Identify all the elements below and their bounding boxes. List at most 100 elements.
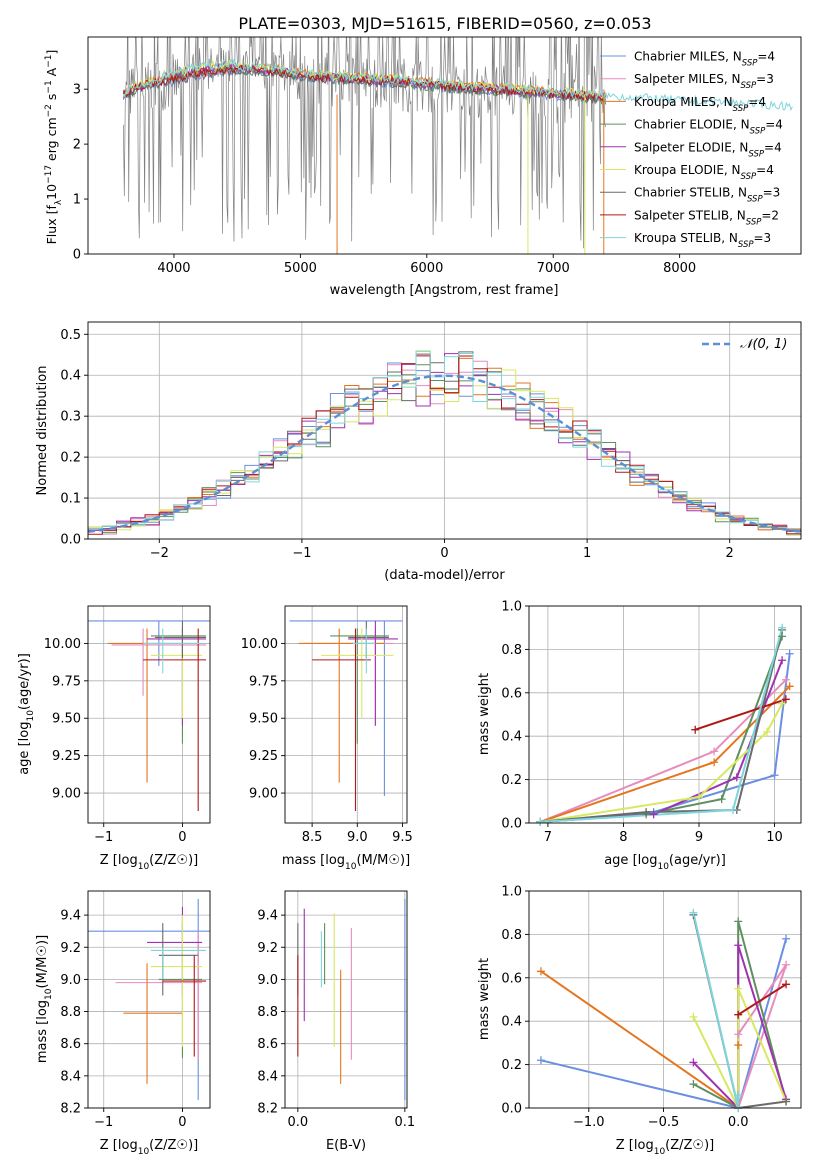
- x-tick-label: 10: [766, 830, 783, 845]
- y-tick-label: 8.4: [257, 1069, 278, 1084]
- label-part: −1: [44, 55, 54, 68]
- x-tick-label: −0.5: [648, 1115, 680, 1130]
- marker-salpeter_miles: [782, 960, 791, 969]
- y-tick-label: 0.0: [501, 817, 522, 832]
- x-tick-label: −1.0: [573, 1115, 605, 1130]
- x-tick-label: 7000: [537, 261, 570, 276]
- label-part: Kroupa STELIB, N: [634, 231, 738, 245]
- x-tick-label: 9: [695, 830, 703, 845]
- y-tick-label: 1.0: [501, 885, 522, 900]
- y-axis-label: Flux [fλ10−17 erg cm−2 s−1 A−1]: [44, 50, 64, 245]
- marker-salpeter_stelib: [782, 980, 791, 989]
- legend-label-chabrier_stelib: Chabrier STELIB, NSSP=3: [634, 186, 780, 205]
- marker-kroupa_stelib: [536, 817, 545, 826]
- label-part: age [: [17, 741, 32, 774]
- y-tick-label: 10.00: [44, 637, 81, 652]
- axes-frame: [87, 36, 802, 255]
- label-part: =2: [761, 208, 779, 222]
- label-part: A: [44, 67, 59, 80]
- weight-line-salpeter_stelib: [737, 983, 787, 1016]
- marker-kroupa_miles: [734, 1041, 743, 1050]
- figure-title: PLATE=0303, MJD=51615, FIBERID=0560, z=0…: [238, 14, 651, 33]
- histogram-kroupa_stelib: [88, 350, 801, 529]
- label-part: =4: [764, 140, 782, 154]
- x-tick-label: 6000: [410, 261, 443, 276]
- axis-label: Z [log10(Z/Z☉)]: [616, 1138, 714, 1157]
- legend-label-chabrier_elodie: Chabrier ELODIE, NSSP=4: [634, 118, 783, 137]
- plot-residuals: −2 −1 0 1 2 0.0 0.1 0.2 0.3 0.4 0.5 (data-model)/er…: [35, 321, 802, 583]
- y-tick-label: 0.8: [501, 928, 522, 943]
- marker-kroupa_elodie: [695, 792, 703, 801]
- histogram-chabrier_elodie: [88, 364, 801, 536]
- legend-label-chabrier_miles: Chabrier MILES, NSSP=4: [634, 50, 775, 69]
- marker-kroupa_stelib: [734, 1090, 743, 1099]
- marker-chabrier_elodie: [689, 1080, 698, 1089]
- x-tick-label: 5000: [284, 261, 317, 276]
- y-tick-label: 9.25: [52, 749, 81, 764]
- x-tick-label: 7: [544, 830, 552, 845]
- label-part: log: [325, 853, 345, 868]
- y-tick-label: 9.4: [60, 909, 81, 924]
- y-tick-label: 8.8: [257, 1005, 278, 1020]
- label-sub: 10: [654, 1147, 666, 1157]
- plot-area: [88, 606, 210, 823]
- y-tick-label: 9.25: [249, 749, 278, 764]
- x-tick-label: 8: [619, 830, 627, 845]
- y-tick-label: 1: [73, 193, 81, 208]
- weight-line-salpeter_stelib: [694, 698, 787, 731]
- label-part: =4: [757, 50, 775, 64]
- plot-area: [529, 606, 801, 823]
- label-part: Chabrier STELIB, N: [634, 186, 747, 200]
- marker-kroupa_stelib: [689, 908, 698, 917]
- weight-line-chabrier_stelib: [692, 914, 787, 1108]
- y-tick-label: 0.0: [60, 533, 81, 548]
- legend-label-kroupa_miles: Kroupa MILES, NSSP=4: [634, 95, 766, 114]
- label-part: Z [: [616, 1138, 634, 1153]
- label-part: =3: [763, 186, 781, 200]
- y-tick-label: 9.4: [257, 909, 278, 924]
- axes-frame: [284, 890, 408, 1109]
- plot-mass_vs_EBV: 0.0 0.1 8.2 8.4 8.6 8.8 9.0 9.2 9.4 E(B-V): [257, 890, 416, 1153]
- marker-chabrier_stelib: [642, 808, 651, 817]
- label-part: =3: [756, 72, 774, 86]
- label-part: Chabrier ELODIE, N: [634, 118, 750, 132]
- label-part: Salpeter STELIB, N: [634, 208, 746, 222]
- label-part: erg cm: [44, 117, 59, 165]
- label-part: log: [35, 1000, 50, 1020]
- label-part: Z [: [100, 853, 118, 868]
- label-part: log: [118, 853, 138, 868]
- x-tick-label: 4000: [157, 261, 190, 276]
- model-line-chabrier_stelib: [123, 66, 607, 105]
- label-part: mass [: [282, 853, 325, 868]
- label-part: log: [634, 1138, 654, 1153]
- model-line-salpeter_stelib: [122, 63, 607, 101]
- marker-salpeter_elodie: [732, 773, 741, 782]
- x-tick-label: 0.0: [728, 1115, 749, 1130]
- label-part: (M/M☉)]: [35, 935, 50, 989]
- marker-kroupa_elodie: [689, 1012, 698, 1021]
- label-part: s: [44, 94, 59, 105]
- plot-weight_vs_Z: −1.0 −0.5 0.0 0.0 0.2 0.4 0.6 0.8 1.0 Z [log10(Z/…: [477, 885, 802, 1157]
- y-tick-label: 9.75: [249, 674, 278, 689]
- marker-chabrier_miles: [536, 1056, 545, 1065]
- y-tick-label: 0.4: [60, 369, 81, 384]
- x-tick-label: 0: [178, 830, 186, 845]
- y-tick-label: 8.6: [257, 1037, 278, 1052]
- marker-chabrier_miles: [770, 771, 779, 780]
- y-tick-label: 0.0: [501, 1102, 522, 1117]
- y-tick-label: 9.0: [60, 973, 81, 988]
- x-tick-label: −2: [150, 546, 169, 561]
- axis-label: mass [log10(M/M☉)]: [282, 853, 410, 872]
- x-axis-label: wavelength [Angstrom, rest frame]: [330, 283, 559, 298]
- label-part: (Z/Z☉)]: [665, 1138, 714, 1153]
- y-axis-label: Normed distribution: [35, 366, 50, 496]
- label-part: Salpeter ELODIE, N: [634, 140, 748, 154]
- label-sub: SSP: [742, 59, 758, 69]
- label-part: =4: [765, 118, 783, 132]
- x-tick-label: 0.1: [395, 1115, 416, 1130]
- y-tick-label: 0.6: [501, 686, 522, 701]
- axis-label: Z [log10(Z/Z☉)]: [100, 853, 198, 872]
- marker-salpeter_stelib: [781, 695, 790, 704]
